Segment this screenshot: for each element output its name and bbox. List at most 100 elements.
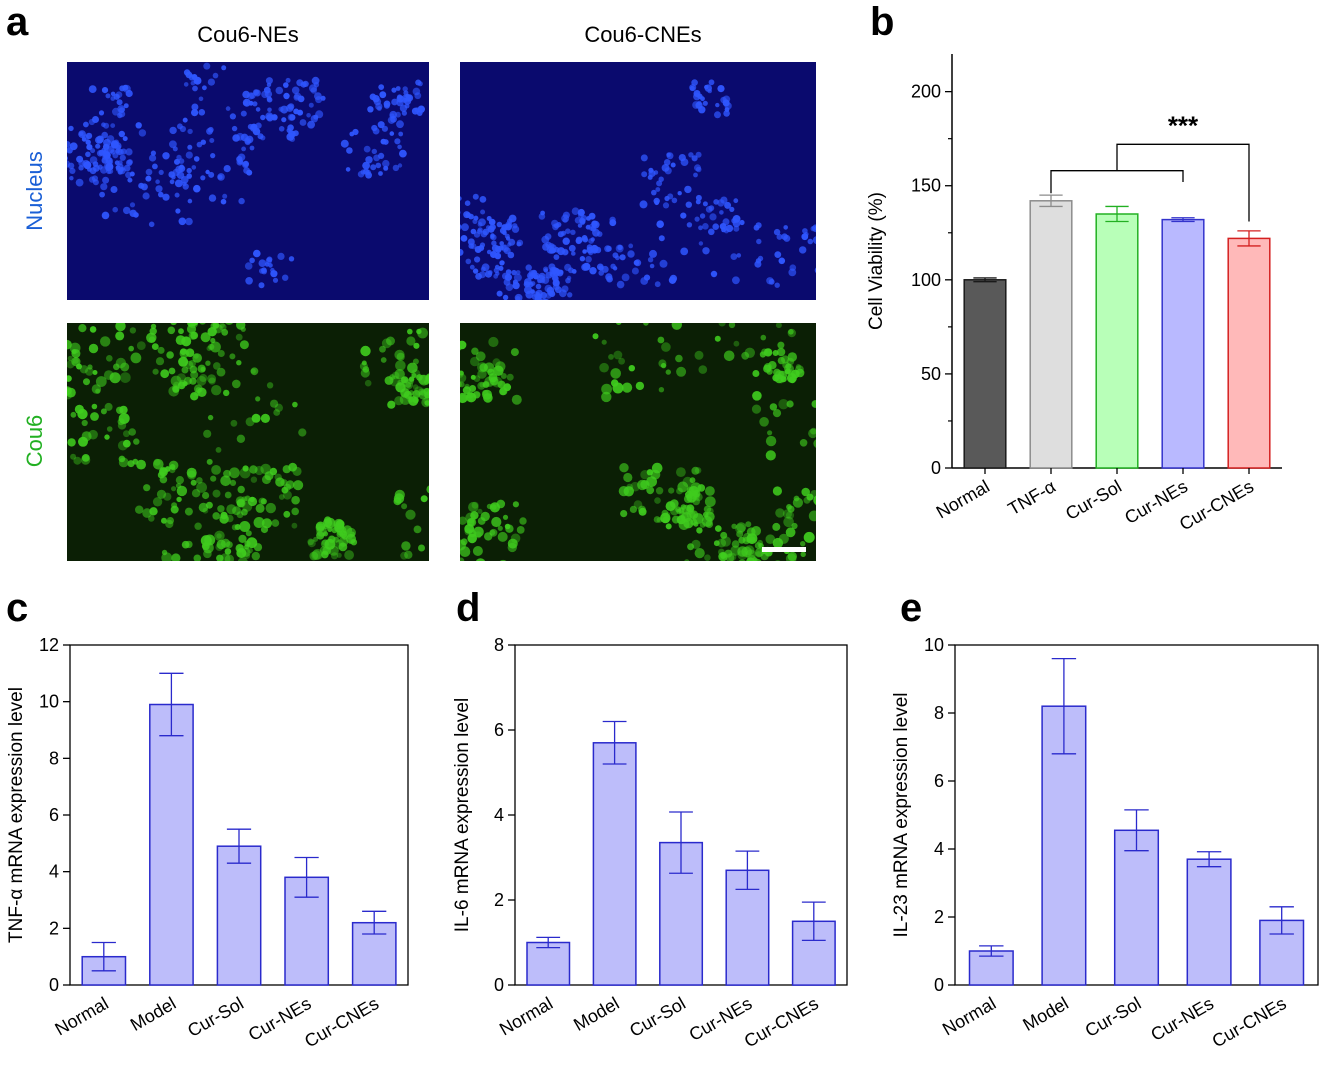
cell: [143, 484, 151, 492]
cell: [260, 463, 271, 475]
cell: [720, 531, 728, 539]
cell: [198, 502, 209, 513]
cell: [506, 373, 514, 381]
cell: [473, 215, 479, 221]
cell: [675, 354, 683, 363]
cell: [670, 507, 679, 516]
cell: [253, 89, 261, 97]
cell: [671, 515, 680, 524]
bar: [526, 941, 571, 986]
cell: [783, 516, 794, 528]
cell: [265, 112, 274, 121]
cell: [759, 417, 769, 427]
cell: [203, 62, 211, 70]
cell: [306, 113, 311, 118]
cell: [676, 366, 687, 377]
cell: [175, 476, 184, 485]
cell: [122, 136, 128, 142]
cell: [72, 357, 79, 364]
cell: [495, 245, 501, 252]
cell: [102, 149, 109, 155]
cell: [728, 323, 736, 329]
cell: [217, 350, 225, 357]
cell: [191, 165, 197, 170]
cell: [155, 179, 160, 184]
cell: [280, 105, 289, 114]
cell: [174, 179, 183, 188]
x-tick-label: Model: [570, 993, 622, 1035]
cell: [206, 458, 213, 465]
cell: [471, 347, 479, 355]
cell: [157, 471, 165, 479]
cell: [174, 158, 180, 165]
cell: [223, 389, 230, 397]
cell: [123, 430, 130, 438]
cell: [292, 401, 298, 408]
cell: [723, 110, 730, 117]
cell: [769, 403, 778, 411]
cell: [367, 106, 374, 113]
cell: [229, 479, 237, 486]
bracket-outer: [1116, 143, 1250, 222]
cell: [221, 65, 227, 71]
cell: [589, 267, 597, 275]
cell: [70, 411, 77, 418]
cell: [787, 328, 796, 338]
cell: [340, 139, 349, 148]
cell: [112, 152, 119, 159]
cell: [197, 387, 207, 397]
cell: [83, 378, 90, 386]
cell: [213, 324, 223, 334]
cell: [196, 477, 203, 484]
cell: [196, 375, 207, 386]
cell: [255, 107, 261, 112]
x-tick-label: Normal: [496, 993, 556, 1039]
cell: [497, 531, 508, 542]
cell: [799, 439, 808, 447]
cell: [260, 114, 266, 121]
cell: [187, 198, 193, 204]
cell: [697, 484, 706, 492]
cell: [505, 269, 512, 275]
cell: [732, 276, 740, 285]
cell: [647, 257, 654, 263]
cell: [224, 491, 232, 499]
cell: [193, 554, 202, 561]
cell: [613, 350, 623, 360]
cell: [552, 267, 561, 276]
cell: [118, 455, 126, 463]
cell: [200, 366, 206, 372]
cell: [181, 366, 189, 374]
cell: [729, 206, 735, 212]
y-tick-label: 6: [49, 805, 59, 825]
cell: [801, 487, 810, 497]
cell: [557, 231, 564, 238]
cell: [224, 554, 234, 561]
cell: [689, 84, 697, 92]
cell: [752, 370, 760, 377]
bar: [963, 279, 1007, 469]
cell: [800, 551, 806, 557]
cell: [803, 531, 815, 543]
cell: [205, 360, 211, 366]
cell: [765, 435, 777, 447]
cell: [309, 551, 319, 561]
cell: [460, 196, 462, 201]
cell: [413, 342, 420, 349]
cell: [708, 79, 715, 86]
cell: [505, 524, 514, 533]
cell: [292, 466, 302, 476]
cell: [187, 144, 193, 150]
cell: [133, 212, 139, 218]
cell: [148, 336, 156, 343]
cell: [551, 219, 559, 227]
cell: [504, 223, 512, 231]
cell: [695, 151, 702, 158]
cell: [720, 552, 727, 559]
cell: [661, 342, 671, 352]
cell: [471, 501, 479, 509]
micrograph-cou6-cou6-cnes: [460, 323, 816, 561]
cell: [612, 252, 619, 259]
cell: [655, 487, 664, 495]
